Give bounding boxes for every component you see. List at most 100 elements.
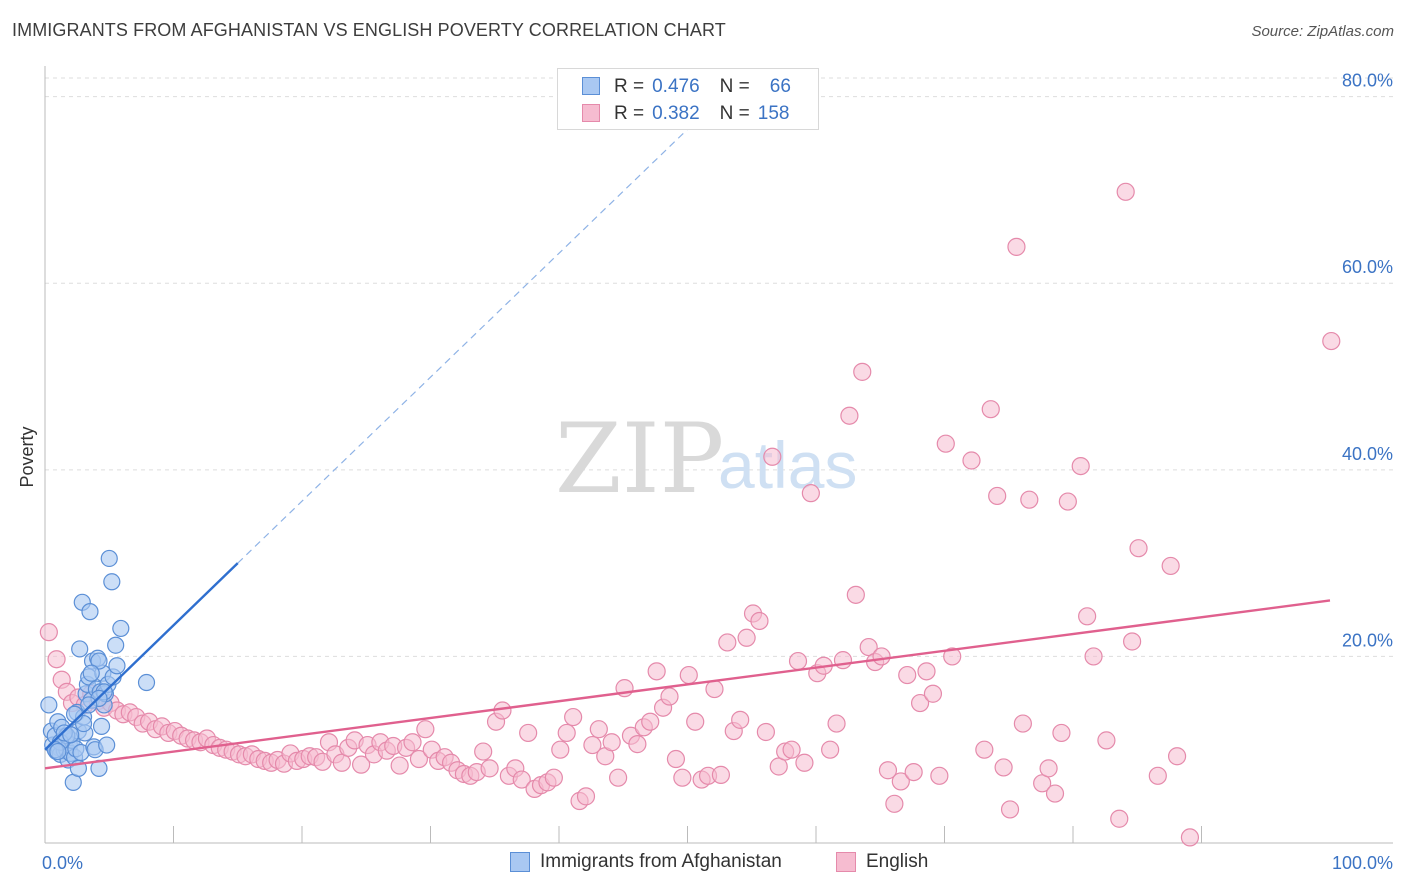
english-point <box>1110 809 1129 828</box>
english-point <box>679 665 698 685</box>
english-point <box>898 665 917 685</box>
english-point <box>763 447 782 466</box>
english-point <box>923 684 943 703</box>
english-point <box>1180 828 1200 847</box>
english-point <box>1058 492 1077 511</box>
english-point <box>628 735 647 754</box>
english-point <box>1148 766 1167 785</box>
english-point <box>576 787 596 806</box>
english-point <box>891 772 910 791</box>
afghanistan-point <box>80 696 98 714</box>
legend-swatch-blue <box>582 77 600 95</box>
english-point <box>904 762 923 782</box>
afghanistan-points <box>40 549 156 791</box>
afghanistan-trend-extension <box>237 128 688 564</box>
english-point <box>1071 456 1090 476</box>
afghanistan-point <box>90 652 108 670</box>
afghanistan-point <box>62 726 80 744</box>
english-point <box>660 687 679 706</box>
english-point <box>853 362 872 381</box>
afghanistan-point <box>71 640 89 658</box>
english-point <box>756 722 775 742</box>
english-point <box>641 712 660 731</box>
english-point <box>988 486 1007 506</box>
watermark-atlas: atlas <box>718 428 857 502</box>
english-point <box>1116 182 1135 201</box>
english-point <box>910 693 930 713</box>
english-point <box>602 733 621 752</box>
english-point <box>917 662 936 681</box>
english-point <box>840 406 859 425</box>
english-point <box>1161 556 1180 576</box>
english-point <box>409 749 429 769</box>
english-point <box>936 434 955 453</box>
english-point <box>788 651 808 671</box>
english-point <box>994 758 1013 777</box>
afghanistan-point <box>82 664 100 682</box>
r-value: 0.382 <box>652 103 700 124</box>
english-point <box>390 756 409 775</box>
legend-label-english: English <box>866 851 929 872</box>
afghanistan-point <box>100 549 118 568</box>
watermark: ZIP atlas <box>555 403 857 515</box>
english-point <box>827 714 846 733</box>
english-point <box>403 733 422 752</box>
legend-row-afghanistan: R = 0.476 N = 66 <box>582 75 791 99</box>
english-points <box>39 182 1341 847</box>
english-point <box>833 651 853 670</box>
afghanistan-trend-line <box>44 562 239 751</box>
english-point <box>801 484 820 503</box>
axes: 20.0% 40.0% 60.0% 80.0% 0.0% 100.0% <box>42 66 1393 873</box>
english-point <box>551 740 570 759</box>
english-point <box>821 740 840 759</box>
english-point <box>519 723 538 743</box>
english-point <box>1322 331 1341 351</box>
english-trend-line <box>44 599 1331 770</box>
r-label: R = <box>614 103 645 124</box>
y-tick-label: 20.0% <box>1342 630 1393 650</box>
stats-legend: R = 0.476 N = 66 R = 0.382 N = 158 <box>557 68 819 130</box>
english-point <box>975 740 994 759</box>
legend-swatch-pink <box>582 104 600 122</box>
watermark-zip: ZIP <box>555 403 724 515</box>
afghanistan-point <box>81 603 99 621</box>
english-point <box>474 742 493 761</box>
english-point <box>557 723 576 743</box>
english-point <box>878 761 898 780</box>
english-point <box>1129 539 1148 558</box>
n-label: N = <box>719 76 750 97</box>
afghanistan-point <box>108 657 126 675</box>
afghanistan-point <box>92 717 111 735</box>
english-point <box>782 740 801 759</box>
english-point <box>981 400 1000 419</box>
afghanistan-point <box>112 619 130 638</box>
english-point <box>686 712 705 731</box>
afghanistan-point <box>49 742 67 761</box>
english-point <box>737 628 756 647</box>
english-point <box>673 768 692 787</box>
english-point <box>416 720 435 739</box>
legend-swatch-pink <box>836 852 856 872</box>
n-label: N = <box>719 103 750 124</box>
afghanistan-point <box>98 736 116 754</box>
r-value: 0.476 <box>652 76 700 97</box>
chart-title: IMMIGRANTS FROM AFGHANISTAN VS ENGLISH P… <box>12 20 726 40</box>
english-point <box>943 647 962 666</box>
legend-item-english[interactable]: English <box>836 851 928 873</box>
english-point <box>1078 607 1097 626</box>
english-point <box>1167 747 1187 766</box>
english-point <box>718 633 737 652</box>
x-tick-label: 100.0% <box>1332 853 1393 873</box>
r-label: R = <box>614 76 645 97</box>
english-point <box>609 768 628 787</box>
english-point <box>666 749 686 769</box>
english-point <box>480 759 499 778</box>
x-tick-label: 0.0% <box>42 853 83 873</box>
english-point <box>795 753 814 772</box>
legend-label-afghanistan: Immigrants from Afghanistan <box>540 851 782 872</box>
english-point <box>962 451 981 470</box>
english-point <box>647 662 666 681</box>
legend-item-afghanistan[interactable]: Immigrants from Afghanistan <box>510 851 782 873</box>
english-point <box>750 611 769 631</box>
afghanistan-point <box>103 573 121 591</box>
